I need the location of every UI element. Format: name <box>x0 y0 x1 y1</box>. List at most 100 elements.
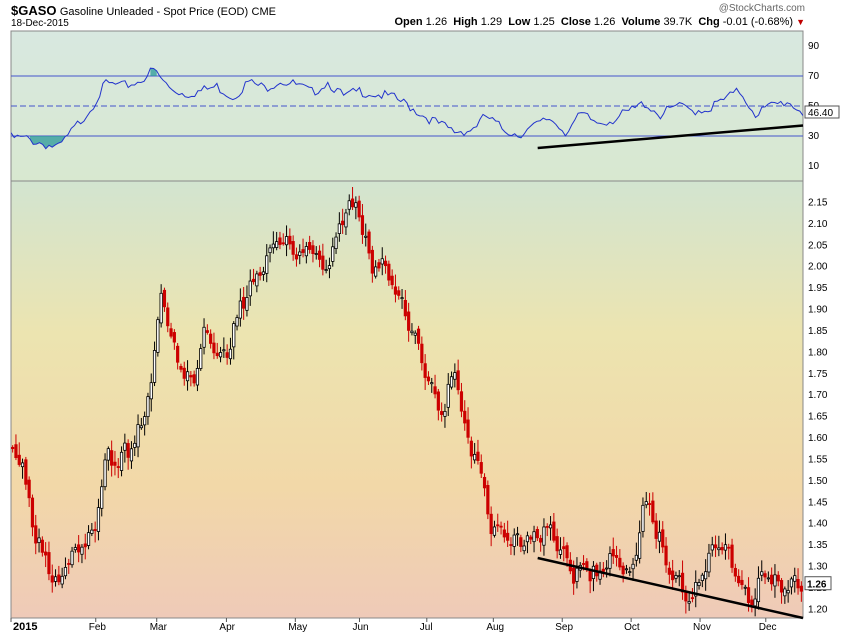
x-tick-label: Oct <box>624 622 640 633</box>
x-tick-label: Nov <box>693 622 711 633</box>
x-tick-label: Sep <box>555 622 573 633</box>
price-tick-label: 1.55 <box>808 454 828 465</box>
price-candle-body <box>407 311 411 331</box>
price-candle-body <box>453 372 457 380</box>
price-candle-body <box>83 543 87 548</box>
price-candle-body <box>275 241 279 248</box>
price-candle-body <box>70 550 74 566</box>
price-candle-body <box>255 273 259 287</box>
price-candle-body <box>426 376 431 382</box>
x-tick-label: Feb <box>89 622 107 633</box>
price-candle-body <box>449 376 454 388</box>
price-candle-body <box>677 575 681 578</box>
price-candle-body <box>463 410 467 424</box>
price-candle-body <box>459 391 464 412</box>
price-candle-body <box>542 526 546 546</box>
price-tick-label: 1.80 <box>808 347 828 358</box>
price-tick-label: 2.10 <box>808 219 828 230</box>
price-candle-body <box>242 296 246 309</box>
price-candle-body <box>238 300 242 319</box>
price-candle-body <box>611 549 615 557</box>
price-candle-body <box>53 576 58 582</box>
price-candle-body <box>552 521 556 541</box>
price-candle-body <box>258 272 262 276</box>
price-candle-body <box>667 567 671 575</box>
price-candle-body <box>545 526 549 528</box>
price-candle-body <box>509 544 513 546</box>
price-candle-body <box>776 574 780 582</box>
price-candle-body <box>644 501 648 506</box>
price-candle-body <box>572 567 576 584</box>
price-candle-body <box>443 410 447 417</box>
price-candle-body <box>44 551 48 556</box>
exchange: CME <box>251 6 276 18</box>
price-candle-body <box>11 446 15 450</box>
price-last-value: 1.26 <box>807 580 827 591</box>
price-candle-body <box>760 571 764 576</box>
price-candle-body <box>519 537 523 547</box>
price-candle-body <box>555 536 559 552</box>
price-candle-body <box>169 328 173 337</box>
x-tick-label: Jun <box>352 622 368 633</box>
price-candle-body <box>308 242 312 250</box>
price-candle-body <box>182 367 186 379</box>
price-candle-body <box>156 319 160 353</box>
price-candle-body <box>525 535 530 543</box>
price-tick-label: 1.90 <box>808 305 828 316</box>
price-candle-body <box>364 235 368 238</box>
price-candle-body <box>469 440 473 457</box>
price-candle-body <box>383 260 388 267</box>
price-candle-body <box>393 286 398 295</box>
open-label: Open <box>394 16 423 28</box>
price-candle-body <box>327 265 332 270</box>
price-candle-body <box>713 544 718 549</box>
close-value: 1.26 <box>593 16 616 28</box>
price-candle-body <box>73 547 77 551</box>
price-candle-body <box>440 411 444 415</box>
price-candle-body <box>671 570 675 581</box>
rsi-tick-label: 90 <box>808 41 820 52</box>
rsi-tick-label: 30 <box>808 131 820 142</box>
price-candle-body <box>753 598 757 607</box>
price-candle-body <box>195 368 200 386</box>
price-last-value-box <box>804 576 832 591</box>
price-tick-label: 2.00 <box>808 262 828 273</box>
price-candle-body <box>248 280 252 297</box>
price-candle-body <box>763 573 767 578</box>
price-candle-body <box>149 382 153 400</box>
price-candle-body <box>446 383 450 408</box>
price-candle-body <box>152 350 157 383</box>
price-candle-body <box>638 532 642 559</box>
price-candle-body <box>176 345 180 363</box>
x-tick-label: Jul <box>420 622 433 633</box>
price-candle-body <box>601 568 605 572</box>
price-candle-body <box>730 544 734 568</box>
price-candle-body <box>786 590 790 594</box>
price-candle-body <box>664 545 668 566</box>
price-candle-body <box>80 546 84 555</box>
price-candle-body <box>298 251 302 256</box>
price-candle-body <box>374 266 378 277</box>
price-candle-body <box>225 352 229 358</box>
price-candle-body <box>515 533 520 536</box>
price-candle-body <box>562 546 566 550</box>
price-candle-body <box>707 552 711 573</box>
price-candle-body <box>228 348 233 360</box>
price-candle-body <box>506 532 510 541</box>
price-candle-body <box>479 462 483 474</box>
price-candle-body <box>14 444 18 459</box>
price-candle-body <box>522 545 526 552</box>
price-candle-body <box>189 375 193 378</box>
price-candle-body <box>618 557 622 568</box>
price-candle-body <box>116 466 120 468</box>
price-candle-body <box>657 531 662 542</box>
price-candle-body <box>400 297 404 300</box>
price-tick-label: 1.20 <box>808 604 828 615</box>
price-candle-body <box>697 582 701 587</box>
price-candle-body <box>100 486 104 509</box>
price-candle-body <box>119 451 124 471</box>
price-candle-body <box>50 575 54 583</box>
price-candle-body <box>90 529 94 534</box>
price-candle-body <box>387 263 391 281</box>
rsi-tick-label: 70 <box>808 71 820 82</box>
